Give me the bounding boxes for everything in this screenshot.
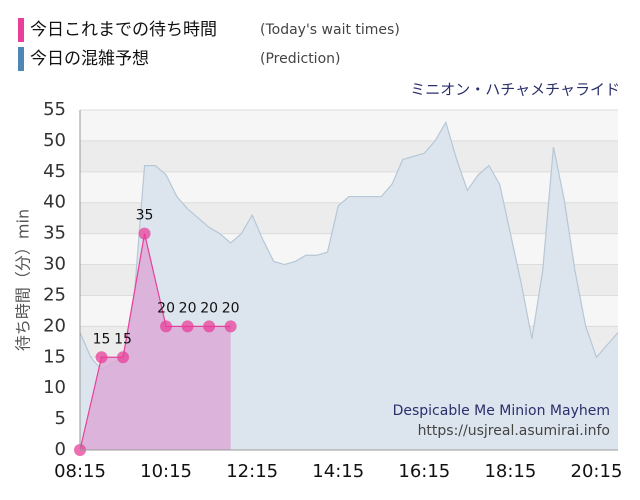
data-label: 15 (93, 331, 111, 347)
x-tick-label: 14:15 (312, 461, 364, 482)
legend-label: 今日これまでの待ち時間 (30, 20, 217, 40)
series-line (79, 120, 619, 371)
data-point (203, 320, 216, 333)
data-point (95, 351, 108, 364)
y-tick-label: 55 (43, 99, 66, 120)
data-label: 20 (179, 300, 197, 316)
x-tick-label: 16:15 (398, 461, 450, 482)
x-tick-label: 12:15 (226, 461, 278, 482)
data-label: 20 (222, 300, 240, 316)
data-label: 35 (136, 208, 154, 224)
y-tick-label: 50 (43, 130, 66, 151)
data-label: 15 (114, 331, 132, 347)
x-tick-label: 20:15 (571, 461, 623, 482)
source: https://usjreal.asumirai.info (418, 423, 610, 439)
data-point (181, 320, 194, 333)
data-point (160, 320, 173, 333)
x-tick-label: 18:15 (484, 461, 536, 482)
y-tick-label: 5 (55, 408, 66, 429)
legend-note: (Prediction) (260, 51, 340, 67)
legend-swatch (18, 18, 24, 42)
y-tick-label: 0 (55, 439, 66, 460)
plot-band (80, 140, 618, 172)
legend-note: (Today's wait times) (260, 22, 400, 38)
attraction-name: ミニオン・ハチャメチャライド (410, 81, 620, 99)
y-tick-label: 15 (43, 346, 66, 367)
legend-label: 今日の混雑予想 (30, 49, 149, 69)
y-tick-label: 20 (43, 315, 66, 336)
y-tick-label: 35 (43, 223, 66, 244)
x-tick-label: 08:15 (54, 461, 106, 482)
y-tick-label: 10 (43, 377, 66, 398)
data-label: 20 (200, 300, 218, 316)
data-label: 20 (157, 300, 175, 316)
data-point (138, 227, 151, 240)
data-point (117, 351, 130, 364)
y-tick-label: 40 (43, 192, 66, 213)
y-tick-label: 30 (43, 254, 66, 275)
y-axis-label: 待ち時間（分）min (14, 209, 33, 351)
x-tick-label: 10:15 (140, 461, 192, 482)
data-point (224, 320, 237, 333)
legend-swatch (18, 47, 24, 71)
attraction-en: Despicable Me Minion Mayhem (393, 403, 610, 419)
y-tick-label: 25 (43, 284, 66, 305)
y-tick-label: 45 (43, 161, 66, 182)
series-area (80, 233, 231, 450)
